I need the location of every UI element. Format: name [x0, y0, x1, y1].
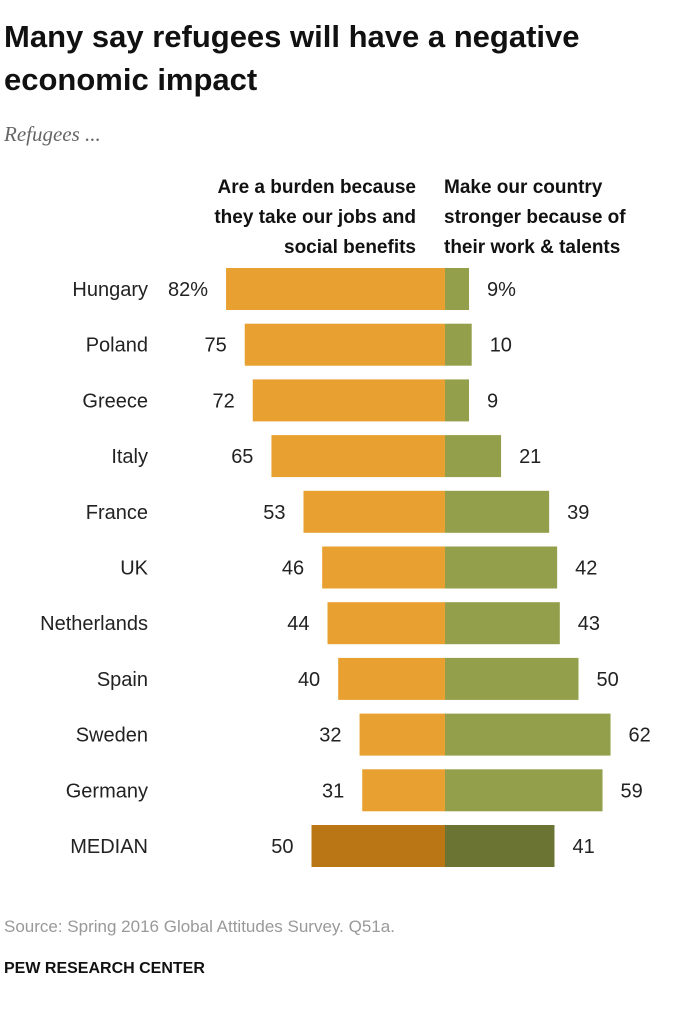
source-note: Source: Spring 2016 Global Attitudes Sur… [4, 917, 395, 936]
category-label: Poland [86, 335, 148, 357]
value-label-burden: 75 [205, 335, 227, 357]
value-label-stronger: 42 [575, 558, 597, 580]
bar-burden [362, 769, 445, 812]
category-label: MEDIAN [70, 836, 148, 858]
value-label-stronger: 9 [487, 390, 498, 412]
bar-burden [271, 435, 445, 478]
category-label: Italy [111, 446, 148, 468]
legend-right-line: their work & talents [444, 237, 620, 258]
row-median: MEDIAN 50 41 [70, 825, 595, 867]
category-label: Greece [82, 390, 148, 412]
value-label-stronger: 9% [487, 279, 516, 301]
bar-burden [311, 825, 445, 867]
legend-right-line: Make our country [444, 177, 603, 198]
row-germany: Germany 31 59 [66, 769, 643, 812]
value-label-burden: 32 [319, 725, 341, 747]
category-label: Netherlands [40, 613, 148, 635]
legend-right-line: stronger because of [444, 207, 626, 228]
category-label: UK [120, 558, 148, 580]
value-label-burden: 82% [168, 279, 208, 301]
row-greece: Greece 72 9 [82, 379, 498, 422]
category-label: Spain [97, 669, 148, 691]
legend-left-line: Are a burden because [217, 177, 416, 198]
value-label-burden: 72 [213, 390, 235, 412]
value-label-burden: 40 [298, 669, 320, 691]
bar-stronger [445, 435, 502, 478]
bar-stronger [445, 602, 560, 645]
bar-burden [338, 657, 445, 700]
org-logo-text: PEW RESEARCH CENTER [4, 960, 205, 977]
value-label-burden: 31 [322, 780, 344, 802]
value-label-stronger: 41 [572, 836, 594, 858]
bar-burden [303, 490, 445, 533]
value-label-stronger: 50 [597, 669, 619, 691]
row-poland: Poland 75 10 [86, 323, 512, 366]
row-hungary: Hungary 82% 9% [72, 268, 516, 310]
bar-burden [327, 602, 445, 645]
bar-stronger [445, 657, 579, 700]
row-sweden: Sweden 32 62 [76, 713, 651, 756]
legend-left-line: social benefits [284, 237, 416, 258]
bar-stronger [445, 379, 470, 422]
bar-stronger [445, 713, 611, 756]
bar-stronger [445, 268, 470, 310]
bar-stronger [445, 490, 550, 533]
value-label-burden: 53 [263, 502, 285, 524]
value-label-stronger: 43 [578, 613, 600, 635]
legend-left-line: they take our jobs and [214, 207, 416, 228]
chart-title-line-2: economic impact [4, 62, 257, 97]
category-label: Germany [66, 780, 148, 802]
value-label-burden: 44 [287, 613, 309, 635]
value-label-stronger: 39 [567, 502, 589, 524]
value-label-stronger: 10 [490, 335, 512, 357]
bar-burden [226, 268, 445, 310]
bar-burden [322, 546, 445, 589]
row-netherlands: Netherlands 44 43 [40, 602, 600, 645]
row-france: France 53 39 [86, 490, 589, 533]
value-label-burden: 50 [271, 836, 293, 858]
bar-burden [244, 323, 445, 366]
row-italy: Italy 65 21 [111, 435, 541, 478]
bar-stronger [445, 825, 555, 867]
row-spain: Spain 40 50 [97, 657, 619, 700]
bar-stronger [445, 323, 472, 366]
chart-subtitle: Refugees ... [3, 122, 101, 146]
category-label: France [86, 502, 148, 524]
bar-burden [359, 713, 445, 756]
chart-title-line-1: Many say refugees will have a negative [4, 19, 579, 54]
bar-burden [252, 379, 445, 422]
value-label-stronger: 21 [519, 446, 541, 468]
row-uk: UK 46 42 [120, 546, 597, 589]
category-label: Sweden [76, 725, 148, 747]
category-label: Hungary [72, 279, 148, 301]
value-label-stronger: 59 [621, 780, 643, 802]
value-label-burden: 65 [231, 446, 253, 468]
value-label-burden: 46 [282, 558, 304, 580]
bar-stronger [445, 769, 603, 812]
value-label-stronger: 62 [629, 725, 651, 747]
bar-stronger [445, 546, 558, 589]
